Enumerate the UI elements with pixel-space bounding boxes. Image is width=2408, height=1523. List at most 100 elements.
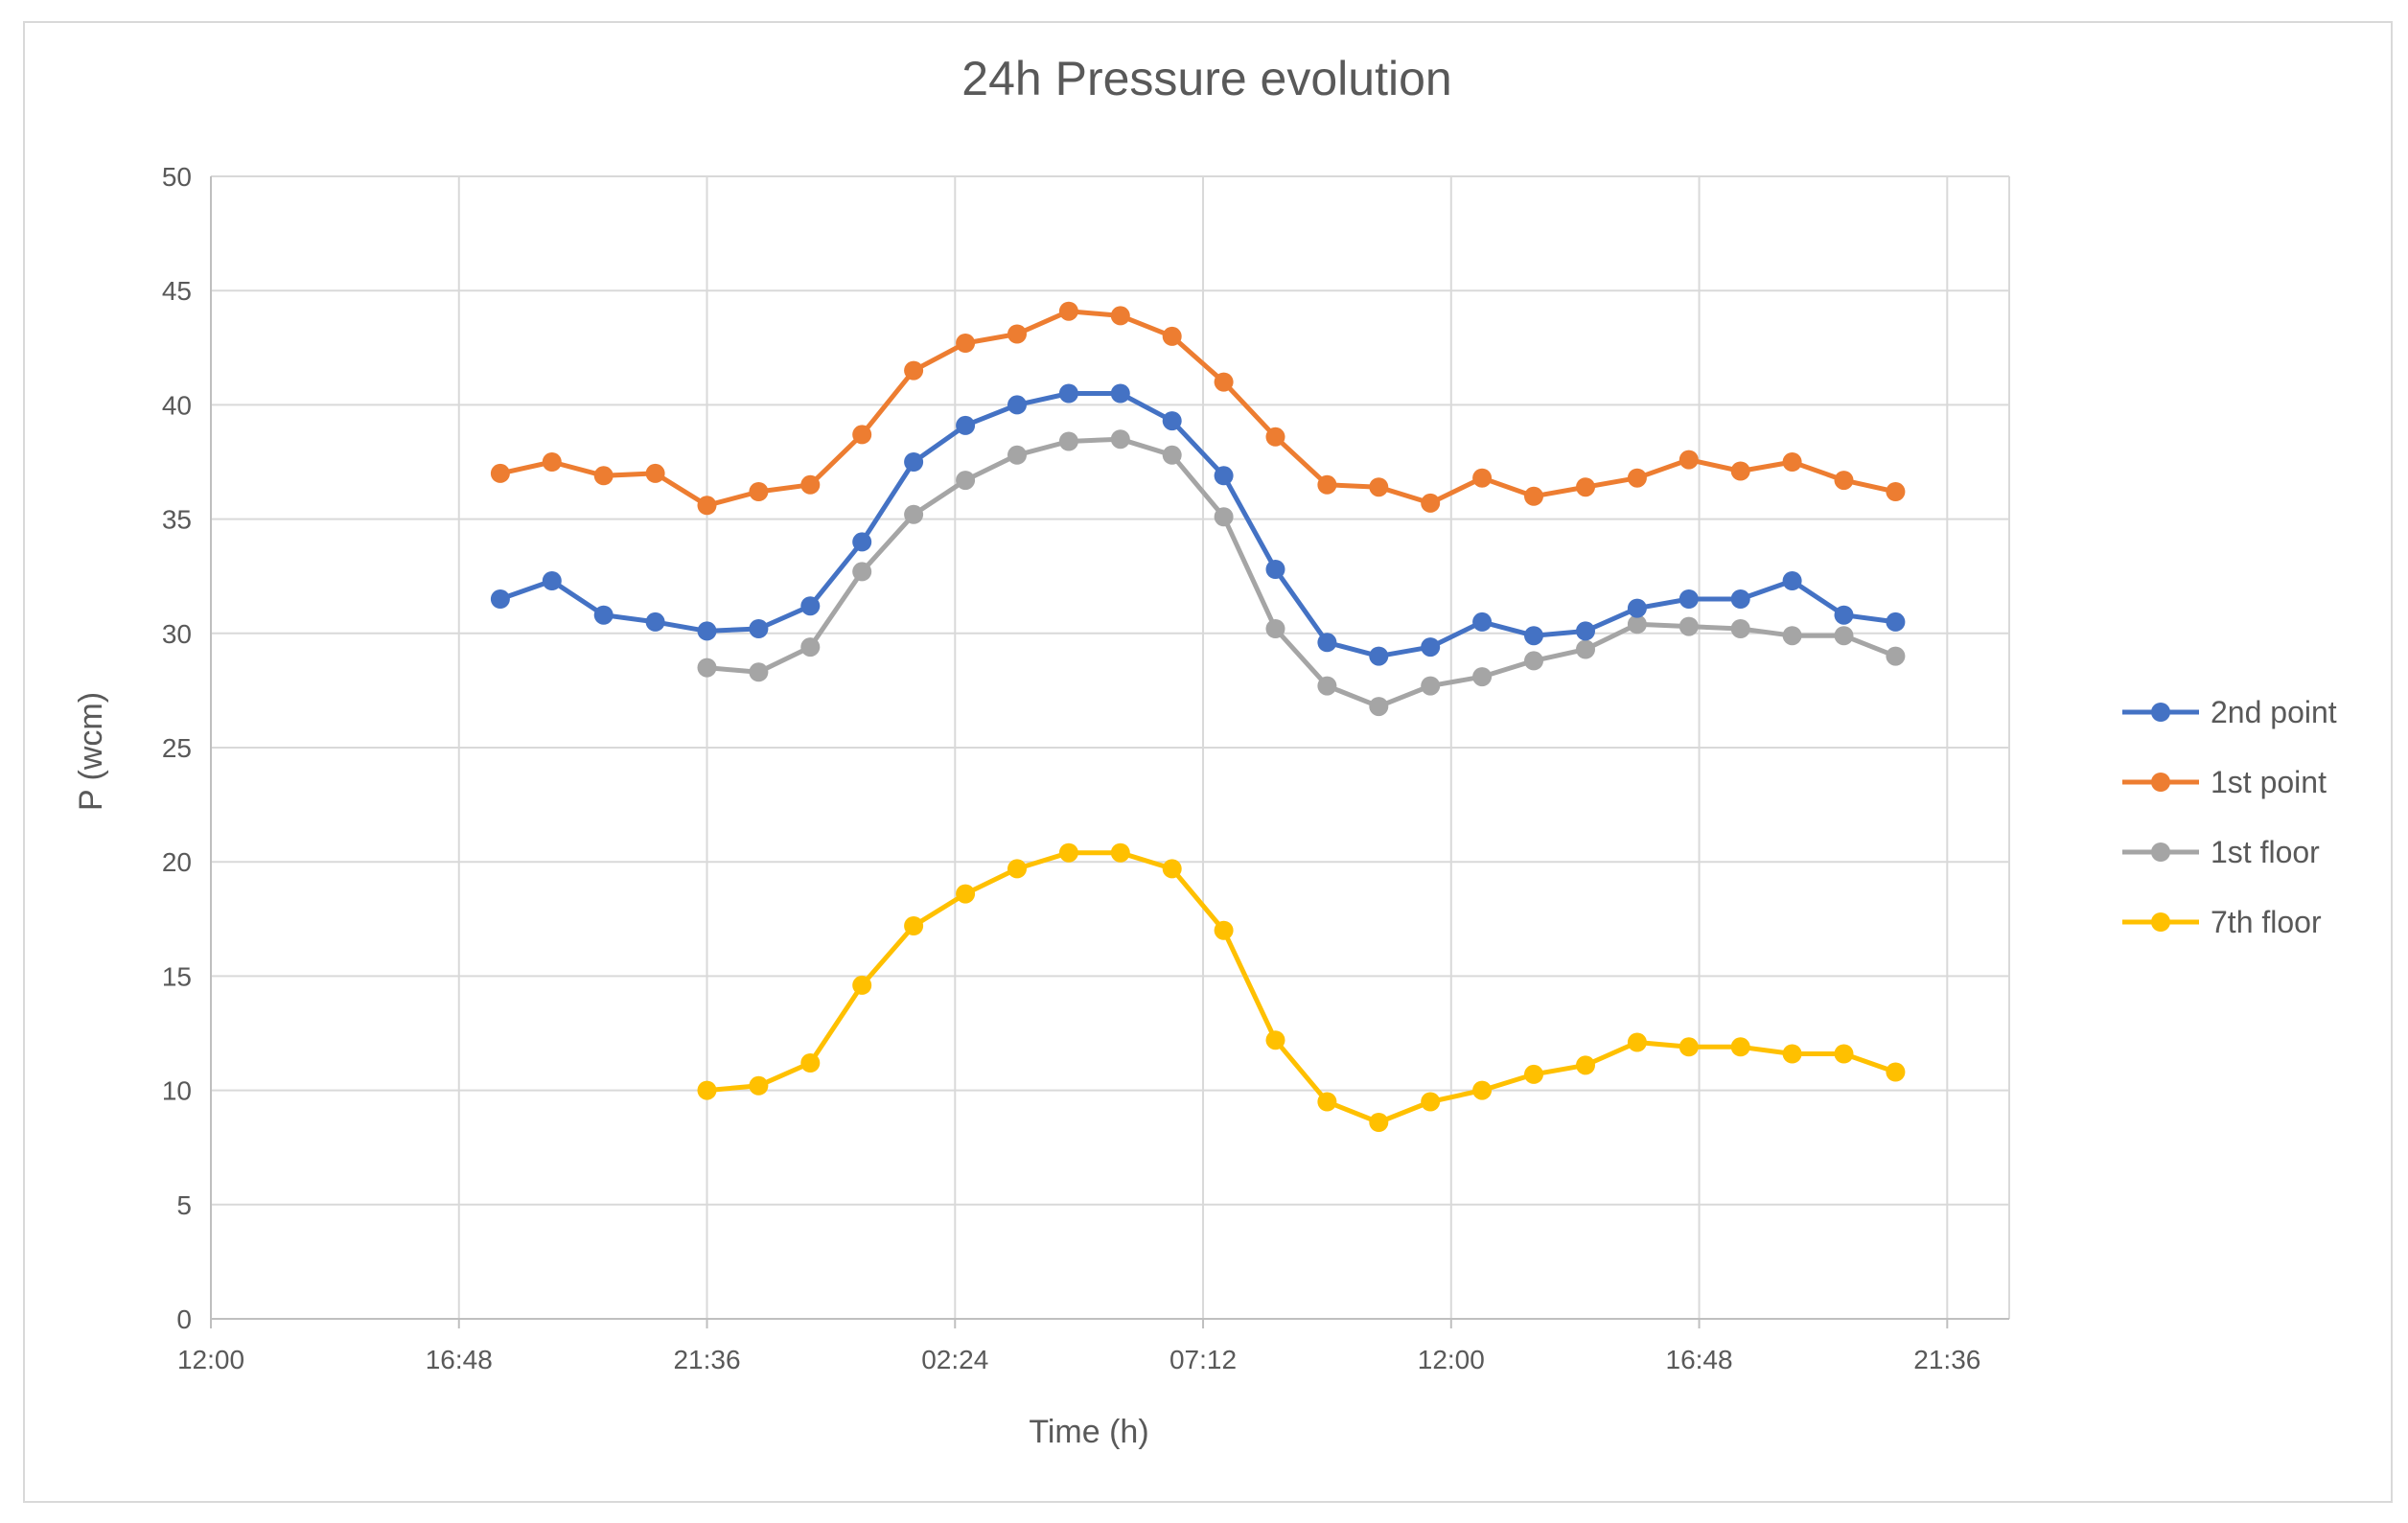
series-1st-floor [697,429,1906,717]
data-point-7th-floor [1679,1037,1699,1057]
data-point-1st-point [645,463,665,483]
data-point-7th-floor [1369,1113,1389,1132]
data-point-1st-floor [1886,646,1906,666]
data-point-2nd-point [1886,612,1906,632]
data-point-1st-point [1472,468,1493,488]
legend: 2nd point 1st point 1st floor 7th floor [2122,695,2337,939]
data-point-1st-floor [749,662,769,682]
data-point-1st-floor [1007,445,1027,465]
data-point-1st-point [1265,427,1285,447]
y-axis-label: P (wcm) [73,692,109,811]
data-point-2nd-point [1834,605,1854,625]
x-tick-label: 12:00 [177,1345,244,1374]
data-point-7th-floor [1576,1055,1595,1075]
data-point-7th-floor [1265,1030,1285,1050]
data-point-7th-floor [1007,859,1027,879]
data-point-2nd-point [542,571,562,590]
data-point-1st-point [749,482,769,501]
data-point-1st-floor [956,471,976,491]
data-point-1st-floor [1627,614,1647,635]
data-point-2nd-point [956,415,976,435]
data-point-1st-point [1110,306,1130,326]
data-point-1st-floor [1524,651,1543,671]
x-tick-label: 02:24 [921,1345,988,1374]
data-point-1st-floor [1058,431,1078,451]
data-point-1st-floor [1265,619,1285,638]
series-7th-floor [697,842,1906,1132]
series-line-2nd-point [499,391,1896,659]
data-point-1st-point [852,425,872,445]
legend-marker-1st-point [2151,773,2170,792]
data-point-7th-floor [1886,1062,1906,1082]
x-tick-label: 16:48 [426,1345,493,1374]
data-point-7th-floor [852,975,872,995]
data-point-2nd-point [645,612,665,632]
data-point-1st-floor [1214,507,1234,527]
y-tick-label: 15 [162,961,192,991]
legend-label-1st-point: 1st point [2211,765,2327,799]
data-point-1st-floor [1576,639,1595,659]
y-tick-label: 0 [176,1304,192,1334]
y-tick-label: 45 [162,276,192,306]
data-point-2nd-point [1110,383,1130,404]
data-point-1st-point [1834,471,1854,491]
data-point-1st-floor [697,658,717,678]
data-point-7th-floor [1472,1080,1493,1100]
data-point-1st-point [490,463,510,483]
y-tick-label: 30 [162,619,192,649]
data-point-1st-floor [1162,445,1182,465]
y-tick-label: 25 [162,733,192,763]
legend-item-1st-point: 1st point [2122,765,2327,799]
data-point-2nd-point [1369,646,1389,666]
data-point-7th-floor [1214,920,1234,940]
data-point-2nd-point [852,532,872,552]
data-point-2nd-point [1421,637,1441,658]
data-point-1st-point [542,452,562,472]
data-point-7th-floor [1627,1032,1647,1052]
data-point-1st-point [1162,326,1182,346]
data-point-1st-floor [904,504,924,524]
data-point-2nd-point [904,452,924,472]
data-point-7th-floor [1317,1092,1337,1112]
data-point-2nd-point [1730,589,1750,609]
y-tick-label: 35 [162,505,192,535]
y-tick-label: 20 [162,847,192,877]
legend-marker-2nd-point [2151,703,2170,722]
y-tick-label: 40 [162,390,192,420]
data-point-7th-floor [1834,1044,1854,1064]
data-point-7th-floor [697,1080,717,1100]
data-point-1st-point [1421,493,1441,513]
data-point-7th-floor [1730,1037,1750,1057]
data-point-2nd-point [1058,383,1078,404]
data-point-2nd-point [1472,612,1493,632]
data-point-1st-point [800,474,821,495]
data-point-1st-floor [1782,626,1802,646]
legend-marker-7th-floor [2151,912,2170,932]
legend-item-1st-floor: 1st floor [2122,835,2320,869]
legend-label-2nd-point: 2nd point [2211,695,2337,729]
data-point-1st-point [1369,477,1389,497]
data-point-2nd-point [1524,626,1543,646]
x-tick-label: 07:12 [1169,1345,1237,1374]
data-point-1st-point [1317,474,1337,495]
series-line-1st-floor [706,436,1897,709]
data-point-2nd-point [1214,466,1234,486]
data-point-2nd-point [1627,598,1647,618]
data-point-2nd-point [697,621,717,641]
data-point-1st-point [1782,452,1802,472]
data-point-7th-floor [1110,842,1130,863]
data-point-1st-point [697,496,717,516]
data-point-1st-point [1730,461,1750,481]
data-point-1st-point [1576,477,1595,497]
series-line-1st-point [499,309,1896,508]
data-point-2nd-point [1576,621,1595,641]
data-point-1st-floor [1110,429,1130,450]
data-point-1st-point [1524,486,1543,506]
data-point-1st-point [1058,301,1078,321]
data-point-7th-floor [1058,842,1078,863]
x-tick-label: 21:36 [673,1345,740,1374]
y-tick-label: 50 [162,162,192,192]
data-point-2nd-point [1679,589,1699,609]
data-point-7th-floor [1162,859,1182,879]
data-point-1st-floor [800,637,821,658]
